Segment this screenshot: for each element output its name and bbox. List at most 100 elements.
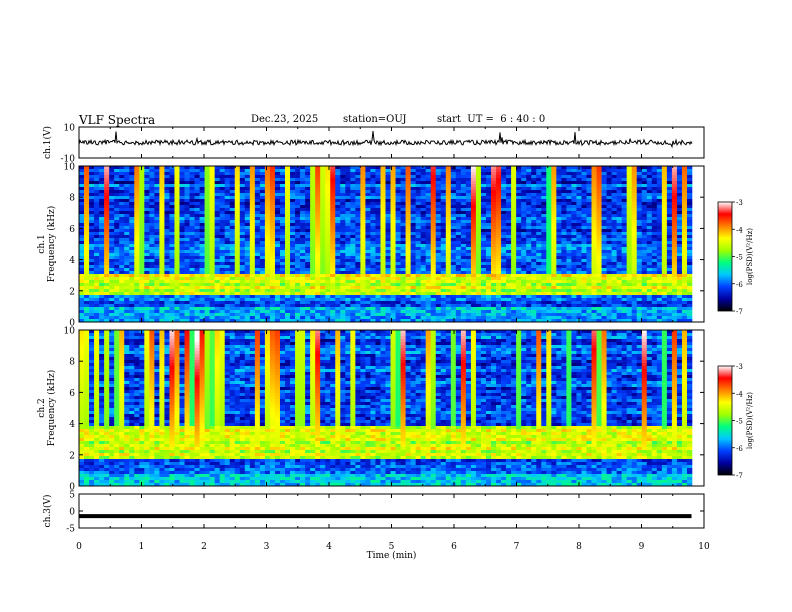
spectro-cell	[350, 208, 356, 212]
spectro-cell	[676, 187, 683, 191]
spectro-cell	[546, 172, 552, 176]
spectro-cell	[159, 211, 165, 215]
spectro-cell	[350, 250, 356, 254]
spectro-cell	[611, 199, 617, 203]
spectro-cell	[390, 169, 396, 173]
spectro-cell	[496, 190, 502, 194]
spectro-cell	[375, 238, 381, 242]
spectro-cell	[189, 238, 195, 242]
spectro-cell	[460, 283, 467, 287]
spectro-cell	[450, 277, 457, 281]
spectro-cell	[274, 175, 281, 179]
spectro-cell	[671, 235, 678, 239]
spectro-cell	[305, 244, 311, 248]
spectro-cell	[496, 241, 502, 245]
spectro-cell	[244, 250, 251, 254]
spectro-cell	[204, 229, 210, 233]
spectro-cell	[300, 256, 306, 260]
spectro-cell	[109, 184, 115, 188]
spectro-cell	[591, 244, 597, 248]
spectro-cell	[345, 202, 351, 206]
spectro-cell	[501, 232, 507, 236]
spectro-cell	[109, 226, 115, 230]
spectro-cell	[219, 187, 226, 191]
spectro-cell	[310, 286, 316, 290]
spectro-cell	[631, 274, 638, 278]
spectro-cell	[601, 226, 607, 230]
spectro-cell	[89, 274, 95, 278]
spectro-cell	[475, 286, 482, 290]
spectro-cell	[616, 199, 622, 203]
spectro-cell	[144, 250, 150, 254]
spectro-cell	[184, 274, 190, 278]
spectro-cell	[410, 187, 416, 191]
spectro-cell	[576, 259, 582, 263]
spectro-cell	[681, 169, 688, 173]
spectro-cell	[320, 280, 326, 284]
spectro-cell	[310, 253, 316, 257]
spectro-cell	[666, 175, 673, 179]
spectro-cell	[465, 214, 472, 218]
spectro-cell	[450, 265, 457, 269]
spectro-cell	[94, 166, 100, 170]
spectro-cell	[249, 229, 256, 233]
spectro-cell	[581, 235, 587, 239]
spectro-cell	[84, 283, 90, 287]
spectro-cell	[641, 226, 648, 230]
spectro-cell	[521, 190, 527, 194]
spectro-cell	[340, 286, 346, 290]
spectro-cell	[616, 178, 622, 182]
spectro-cell	[350, 241, 356, 245]
spectro-cell	[671, 190, 678, 194]
spectro-cell	[566, 217, 572, 221]
spectro-cell	[425, 238, 432, 242]
spectro-cell	[551, 190, 557, 194]
spectro-cell	[385, 211, 391, 215]
spectro-cell	[104, 235, 110, 239]
spectro-cell	[611, 259, 617, 263]
spectro-cell	[199, 193, 205, 197]
spectro-cell	[601, 175, 607, 179]
spectro-cell	[335, 199, 341, 203]
spectro-cell	[686, 172, 693, 176]
spectro-cell	[621, 259, 627, 263]
spectro-cell	[189, 196, 195, 200]
spectro-cell	[144, 274, 150, 278]
spectro-cell	[656, 277, 663, 281]
spectro-cell	[571, 208, 577, 212]
spectro-cell	[169, 178, 175, 182]
spectro-cell	[410, 220, 416, 224]
spectro-cell	[214, 223, 220, 227]
spectro-cell	[606, 172, 612, 176]
spectro-cell	[556, 220, 562, 224]
spectro-cell	[310, 202, 316, 206]
spectro-cell	[616, 214, 622, 218]
spectro-cell	[249, 277, 256, 281]
spectro-cell	[269, 193, 276, 197]
spectro-cell	[254, 277, 261, 281]
spectro-cell	[480, 223, 487, 227]
spectro-cell	[546, 265, 552, 269]
spectro-cell	[239, 220, 246, 224]
spectro-cell	[480, 244, 487, 248]
spectro-cell	[129, 241, 135, 245]
spectro-cell	[129, 202, 135, 206]
spectro-cell	[249, 178, 256, 182]
spectro-cell	[581, 199, 587, 203]
spectro-cell	[496, 217, 502, 221]
spectro-cell	[315, 268, 321, 272]
spectro-cell	[526, 268, 532, 272]
spectro-cell	[390, 199, 396, 203]
spectro-cell	[79, 223, 85, 227]
spectro-cell	[84, 235, 90, 239]
spectro-cell	[89, 283, 95, 287]
spectro-cell	[174, 166, 180, 170]
spectro-cell	[475, 229, 482, 233]
spectro-cell	[390, 217, 396, 221]
spectro-cell	[79, 277, 85, 281]
spectro-cell	[84, 202, 90, 206]
spectro-cell	[641, 193, 648, 197]
spectro-cell	[420, 196, 426, 200]
spectro-cell	[285, 238, 291, 242]
spectro-cell	[571, 274, 577, 278]
